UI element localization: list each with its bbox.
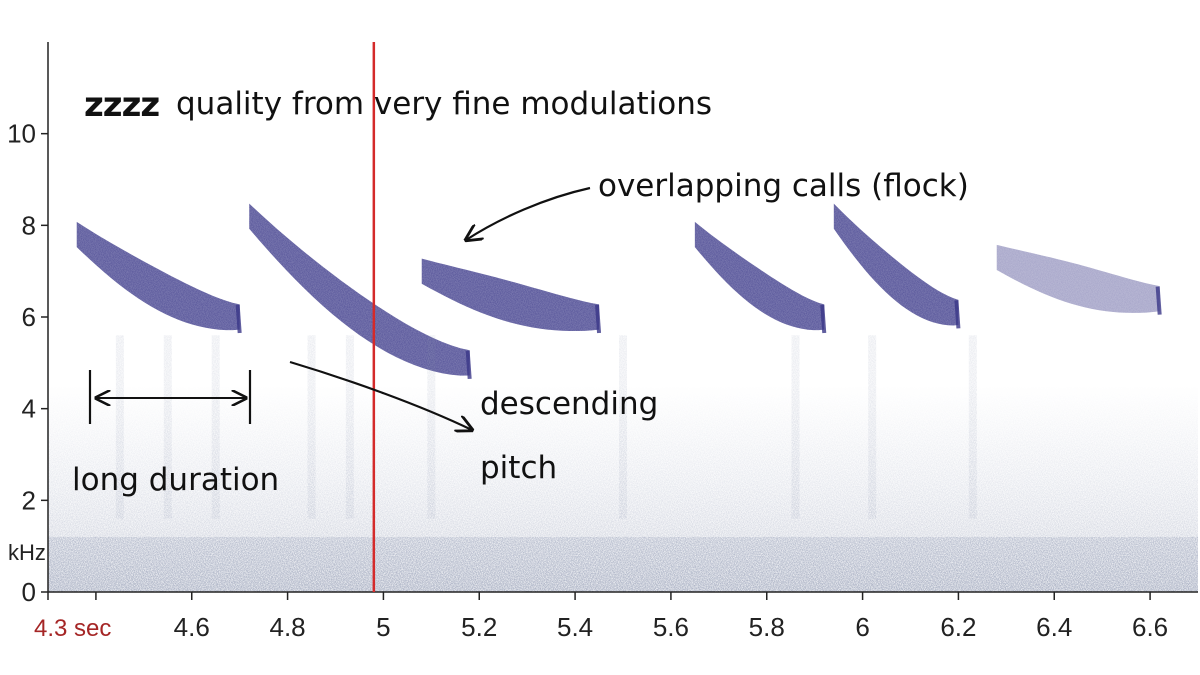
x-start-label: 4.3 sec	[34, 615, 111, 642]
call-trace	[249, 203, 472, 379]
y-tick-label: 2	[22, 485, 36, 515]
click-mark	[791, 335, 800, 519]
x-tick-label: 5.6	[653, 612, 689, 642]
click-mark	[307, 335, 316, 519]
click-mark	[115, 335, 124, 519]
click-mark	[968, 335, 977, 519]
x-tick-label: 6	[855, 612, 869, 642]
noise-floor	[48, 537, 1198, 592]
call-trace	[833, 203, 961, 329]
x-tick-label: 5.8	[749, 612, 785, 642]
x-tick-label: 6.4	[1036, 612, 1072, 642]
annotation-overlap: overlapping calls (flock)	[598, 168, 969, 204]
click-mark	[163, 335, 172, 519]
click-mark	[868, 335, 877, 519]
x-tick-label: 5.2	[461, 612, 497, 642]
click-mark	[211, 335, 220, 519]
annotation-zzzz: zzzz	[84, 85, 159, 125]
click-marks	[115, 335, 977, 519]
annotations: zzzz quality from very fine modulations …	[72, 85, 969, 498]
axes: 0 2 4 6 8 10 kHz 4.6 4.8 5 5.2 5.4 5.6 5.8 6 6.2 6.4 6.6 4…	[7, 42, 1198, 642]
call-traces	[76, 203, 1162, 379]
overlap-arrow	[466, 186, 591, 240]
click-mark	[427, 335, 436, 519]
annotation-descending: descending	[480, 386, 658, 422]
call-trace	[996, 244, 1162, 315]
y-tick-label: 10	[7, 119, 36, 149]
x-tick-label: 6.2	[940, 612, 976, 642]
x-tick-label: 5	[376, 612, 390, 642]
click-mark	[619, 335, 627, 519]
call-trace	[421, 258, 602, 334]
y-tick-label: 4	[22, 394, 36, 424]
call-trace	[694, 221, 827, 334]
annotation-quality: quality from very fine modulations	[176, 86, 712, 122]
x-tick-label: 6.6	[1132, 612, 1168, 642]
x-tick-label: 4.6	[174, 612, 210, 642]
annotation-pitch: pitch	[480, 450, 557, 486]
annotation-duration: long duration	[72, 462, 279, 498]
y-tick-label: 0	[22, 577, 36, 607]
y-axis-label: kHz	[8, 540, 46, 565]
x-tick-label: 4.8	[270, 612, 306, 642]
y-tick-label: 8	[22, 210, 36, 240]
descending-arrow	[289, 360, 472, 430]
click-mark	[345, 335, 354, 519]
x-tick-label: 5.4	[557, 612, 593, 642]
call-trace	[76, 221, 242, 334]
y-tick-label: 6	[22, 302, 36, 332]
